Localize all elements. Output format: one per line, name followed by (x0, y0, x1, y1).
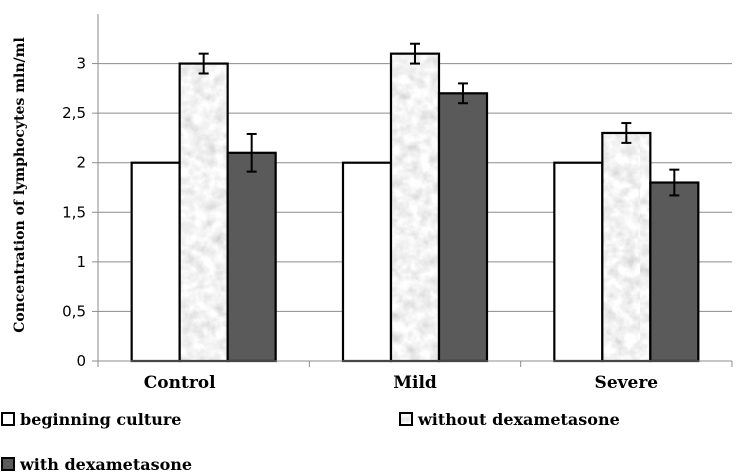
error-bar (198, 52, 209, 75)
y-tick-label: 2 (76, 154, 86, 172)
legend-item: with dexametasone (1, 455, 192, 474)
bar-without-dexametasone-control (178, 62, 229, 363)
y-tick-label: 1,5 (62, 203, 86, 221)
legend-swatch (1, 457, 15, 471)
bar-with-dexametasone-severe (649, 181, 700, 363)
y-axis-label: Concentration of lymphocytes mln/ml (12, 37, 28, 333)
y-axis-ticks: 0 0,5 1 1,5 2 2,5 3 (62, 55, 98, 370)
y-tick-label: 1 (76, 253, 86, 271)
x-category-label: Severe (595, 373, 659, 393)
x-category-label: Control (144, 373, 216, 393)
y-tick-label: 0,5 (62, 302, 86, 320)
legend-label: without dexametasone (417, 410, 620, 429)
bar-beginning-culture-mild (341, 161, 393, 363)
error-bar (669, 168, 680, 197)
legend-label: with dexametasone (19, 455, 192, 474)
legend: beginning culture without dexametasone wit… (1, 410, 620, 474)
legend-item: without dexametasone (399, 410, 620, 429)
bars (130, 52, 700, 363)
y-tick-label: 3 (76, 55, 86, 73)
bar-beginning-culture-severe (553, 161, 604, 363)
error-bar (410, 42, 420, 65)
x-axis-categories: Control Mild Severe (144, 373, 659, 393)
legend-swatch (399, 412, 413, 426)
legend-label: beginning culture (20, 410, 181, 429)
error-bar (246, 132, 257, 173)
legend-item: beginning culture (1, 410, 181, 429)
error-bars (198, 42, 680, 197)
error-bar (621, 122, 632, 144)
y-tick-label: 2,5 (62, 104, 86, 122)
x-category-label: Mild (393, 373, 437, 393)
axes (97, 14, 733, 367)
legend-swatch (1, 412, 15, 426)
bar-with-dexametasone-mild (437, 92, 489, 363)
bar-beginning-culture-control (130, 161, 181, 363)
y-tick-label: 0 (76, 352, 86, 370)
bar-without-dexametasone-mild (389, 52, 441, 363)
error-bar (458, 82, 468, 105)
bar-with-dexametasone-control (226, 151, 277, 363)
bar-without-dexametasone-severe (601, 131, 652, 363)
